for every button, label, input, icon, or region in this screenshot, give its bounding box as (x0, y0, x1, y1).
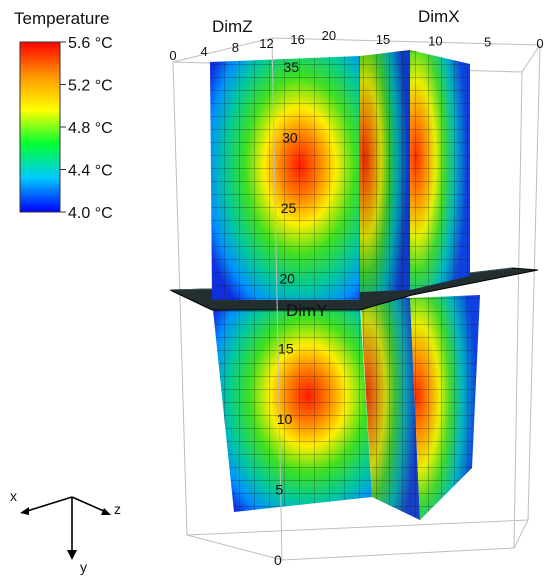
colorbar-tick-label: 4.8 °C (68, 120, 113, 137)
y-tick-label: 0 (274, 552, 282, 568)
z-tick-label: 4 (201, 44, 208, 59)
x-tick-label: 0 (536, 36, 543, 51)
axis-ticks: 0 5 10 15 20 25 30 35 0 4 8 12 16 20 15 10 5 0 (169, 28, 543, 568)
z-slice-lower (212, 300, 372, 512)
z-tick-label: 12 (259, 36, 273, 51)
triad-z-line (71, 496, 107, 513)
x-slice-lower (360, 292, 480, 520)
x-slice-upper (360, 50, 470, 292)
box-edge (281, 547, 515, 561)
y-tick-label: 15 (278, 341, 294, 357)
colorbar-ticks: 5.6 °C 5.2 °C 4.8 °C 4.4 °C 4.0 °C (60, 35, 113, 222)
x-tick-label: 10 (428, 33, 442, 48)
colorbar-tick-label: 5.2 °C (68, 78, 113, 95)
box-edge (521, 44, 541, 73)
z-tick-label: 16 (290, 32, 304, 47)
x-tick-label: 5 (484, 35, 491, 50)
box-edge (527, 44, 541, 521)
box-edge (186, 534, 283, 561)
y-tick-label: 5 (275, 482, 283, 498)
legend-title: Temperature (14, 9, 109, 28)
triad-label-y: y (80, 559, 87, 575)
x-slice-upper-right-grid (410, 50, 470, 290)
z-slice-lower-grid (212, 300, 372, 512)
y-tick-label: 30 (282, 129, 298, 145)
z-slice-upper (210, 56, 360, 300)
colorbar-tick-label: 4.0 °C (68, 205, 113, 222)
triad-y-arrow (67, 550, 77, 560)
x-slice-lower-right-grid (410, 295, 480, 520)
box-edge (271, 37, 541, 46)
axis-label-x: DimX (418, 7, 460, 26)
box-edge (513, 71, 523, 549)
triad-x-line (23, 496, 73, 513)
z-tick-label: 20 (322, 28, 336, 43)
z-tick-label: 0 (169, 48, 176, 63)
orientation-triad: x z y (10, 488, 121, 575)
triad-label-x: x (10, 488, 17, 504)
colorbar-tick-label: 5.6 °C (68, 35, 113, 52)
box-edge-front (271, 37, 283, 561)
x-slice-shade (360, 292, 420, 520)
colorbar-tick-label: 4.4 °C (68, 163, 113, 180)
box-edge (172, 61, 188, 536)
z-tick-label: 8 (232, 40, 239, 55)
triad-label-z: z (114, 501, 121, 517)
box-edge (186, 519, 529, 536)
y-tick-label: 35 (283, 59, 299, 75)
axis-label-z: DimZ (212, 17, 253, 36)
triad-z-arrow (101, 508, 111, 515)
x-slice-upper-shade (360, 50, 410, 292)
box-edge (172, 37, 273, 63)
y-tick-label: 20 (279, 270, 295, 286)
x-slice-upper-grid (360, 50, 410, 292)
y-tick-label: 25 (281, 200, 297, 216)
y-tick-label: 10 (277, 411, 293, 427)
x-tick-label: 15 (376, 32, 390, 47)
box-edge (513, 519, 529, 549)
z-slice-upper-grid (210, 56, 360, 300)
axis-label-y: DimY (286, 301, 328, 320)
colorbar-legend: Temperature 5.6 °C 5.2 °C 4.8 °C 4.4 °C 4.0 … (14, 9, 113, 222)
colorbar (19, 41, 61, 213)
x-slice-lower-grid (360, 292, 420, 520)
triad-x-arrow (20, 507, 29, 515)
